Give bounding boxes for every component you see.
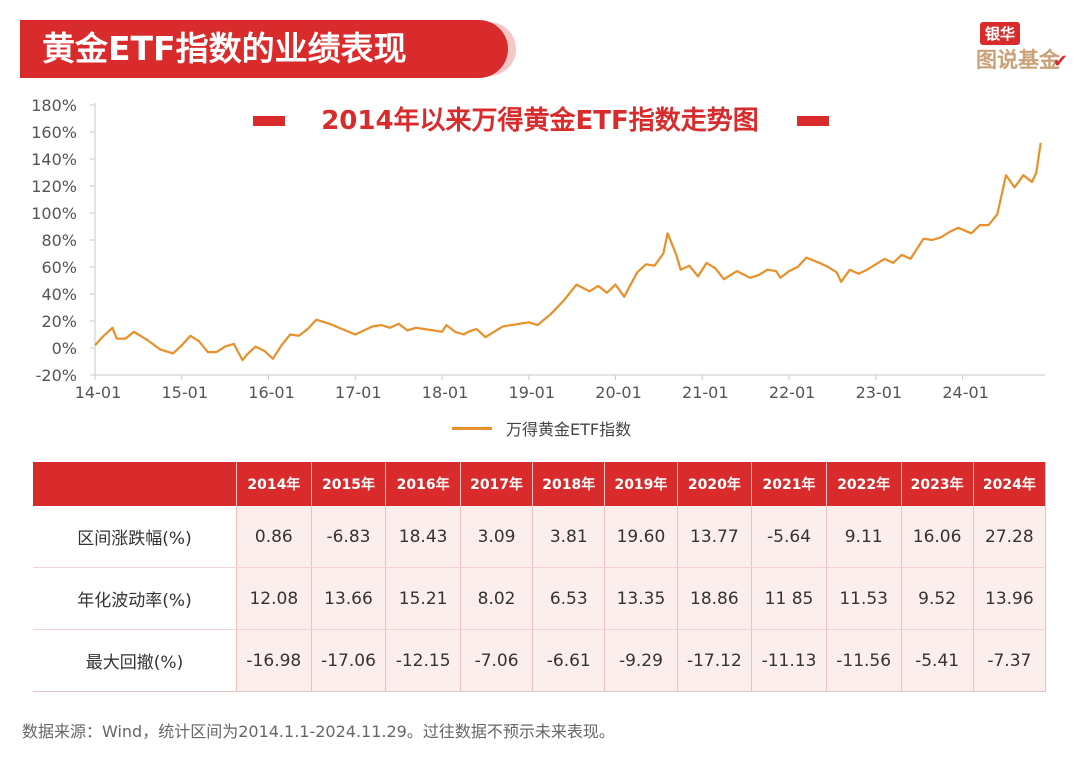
- y-tick-label: 20%: [41, 312, 77, 331]
- table-row: 年化波动率(%) 12.08 13.66 15.21 8.02 6.53 13.…: [33, 567, 1047, 630]
- year-header: 2020年: [677, 462, 753, 506]
- y-tick-label: 180%: [31, 96, 77, 115]
- row-label: 区间涨跌幅(%): [33, 506, 237, 568]
- year-header: 2019年: [604, 462, 678, 506]
- title-left-bar: [253, 116, 285, 126]
- header-banner: 黄金ETF指数的业绩表现: [20, 20, 508, 78]
- table-cell: 15.21: [385, 567, 461, 630]
- y-tick-label: 0%: [52, 339, 77, 358]
- table-cell: -17.12: [677, 629, 753, 692]
- x-tick-label: 14-01: [75, 383, 122, 402]
- table-cell: -17.06: [311, 629, 387, 692]
- x-tick-label: 17-01: [335, 383, 382, 402]
- table-cell: -7.06: [460, 629, 534, 692]
- table-cell: 18.43: [385, 506, 461, 568]
- x-tick-label: 22-01: [769, 383, 816, 402]
- x-tick-label: 15-01: [162, 383, 209, 402]
- year-header: 2024年: [973, 462, 1047, 506]
- table-cell: -5.64: [751, 506, 827, 568]
- brand-logo-bottom-text: 图说基金: [976, 48, 1060, 72]
- x-tick-label: 23-01: [856, 383, 903, 402]
- x-tick-label: 18-01: [422, 383, 469, 402]
- table-row: 最大回撤(%) -16.98 -17.06 -12.15 -7.06 -6.61…: [33, 629, 1047, 692]
- table-cell: -6.61: [532, 629, 606, 692]
- x-axis: 14-01 15-01 16-01 17-01 18-01 19-01 20-01 21-01…: [75, 374, 1045, 402]
- table-cell: 13.96: [973, 567, 1047, 630]
- brand-logo: 银华 图说基金 ✔: [950, 22, 1068, 74]
- y-tick-label: 140%: [31, 150, 77, 169]
- table-cell: 18.86: [677, 567, 753, 630]
- table-cell: -9.29: [604, 629, 678, 692]
- table-cell: -11.56: [826, 629, 902, 692]
- data-source-note: 数据来源：Wind，统计区间为2014.1.1-2024.11.29。过往数据不…: [22, 722, 615, 741]
- table-cell: 19.60: [604, 506, 678, 568]
- year-header: 2016年: [385, 462, 461, 506]
- checkmark-icon: ✔: [1052, 51, 1068, 72]
- table-cell: 11 85: [751, 567, 827, 630]
- chart-legend: 万得黄金ETF指数: [452, 416, 631, 440]
- performance-table: 2014年 2015年 2016年 2017年 2018年 2019年 2020…: [33, 462, 1047, 692]
- table-cell: 13.66: [311, 567, 387, 630]
- y-tick-label: 160%: [31, 123, 77, 142]
- table-cell: -6.83: [311, 506, 387, 568]
- table-cell: 3.09: [460, 506, 534, 568]
- table-cell: -12.15: [385, 629, 461, 692]
- table-cell: -5.41: [901, 629, 974, 692]
- year-header: 2021年: [751, 462, 827, 506]
- table-cell: 0.86: [236, 506, 312, 568]
- series-line: [94, 142, 1042, 362]
- table-cell: 13.77: [677, 506, 753, 568]
- table-cell: 8.02: [460, 567, 534, 630]
- chart-title-decoration: [253, 116, 829, 126]
- table-cell: -7.37: [973, 629, 1047, 692]
- legend-label: 万得黄金ETF指数: [506, 420, 632, 439]
- year-header: 2018年: [532, 462, 606, 506]
- table-cell: 12.08: [236, 567, 312, 630]
- series-group: [94, 142, 1042, 362]
- x-tick-label: 19-01: [509, 383, 556, 402]
- table-cell: 3.81: [532, 506, 606, 568]
- table-header-row: 2014年 2015年 2016年 2017年 2018年 2019年 2020…: [33, 462, 1047, 506]
- y-tick-label: 60%: [41, 258, 77, 277]
- table-cell: 6.53: [532, 567, 606, 630]
- legend-line-swatch: [452, 426, 492, 430]
- y-tick-label: -20%: [36, 366, 77, 385]
- chart-title: 2014年以来万得黄金ETF指数走势图: [321, 105, 759, 136]
- page-title: 黄金ETF指数的业绩表现: [42, 29, 407, 68]
- line-chart: 2014年以来万得黄金ETF指数走势图 180% 160% 140% 120% 100%…: [31, 96, 1045, 402]
- title-right-bar: [797, 116, 829, 126]
- x-tick-label: 20-01: [595, 383, 642, 402]
- table-cell: 16.06: [901, 506, 974, 568]
- y-tick-label: 80%: [41, 231, 77, 250]
- year-header: 2022年: [826, 462, 902, 506]
- x-tick-label: 24-01: [942, 383, 989, 402]
- table-row: 区间涨跌幅(%) 0.86 -6.83 18.43 3.09 3.81 19.6…: [33, 506, 1047, 568]
- x-tick-label: 21-01: [682, 383, 729, 402]
- brand-logo-top-text: 银华: [979, 22, 1020, 45]
- y-tick-label: 40%: [41, 285, 77, 304]
- row-label: 年化波动率(%): [33, 567, 237, 630]
- year-header: 2023年: [901, 462, 974, 506]
- table-cell: 9.11: [826, 506, 902, 568]
- table-cell: 27.28: [973, 506, 1047, 568]
- year-header: 2014年: [236, 462, 312, 506]
- table-cell: 9.52: [901, 567, 974, 630]
- y-axis: 180% 160% 140% 120% 100% 80% 60% 40% 20% 0% -20%: [31, 96, 96, 385]
- table-cell: 13.35: [604, 567, 678, 630]
- year-header: 2015年: [311, 462, 387, 506]
- table-cell: -11.13: [751, 629, 827, 692]
- x-tick-label: 16-01: [248, 383, 295, 402]
- row-label: 最大回撤(%): [33, 629, 237, 692]
- table-cell: -16.98: [236, 629, 312, 692]
- y-tick-label: 120%: [31, 177, 77, 196]
- table-corner-cell: [33, 462, 237, 506]
- year-header: 2017年: [460, 462, 534, 506]
- y-tick-label: 100%: [31, 204, 77, 223]
- table-cell: 11.53: [826, 567, 902, 630]
